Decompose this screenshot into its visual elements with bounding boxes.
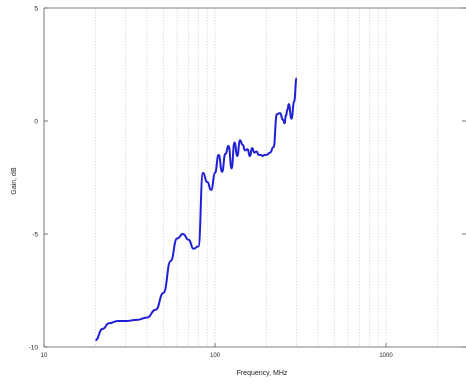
y-tick-label: -5 xyxy=(32,232,38,239)
x-tick-label: 1000 xyxy=(379,353,393,359)
y-tick-label: 0 xyxy=(34,119,38,126)
gain-series-line xyxy=(95,77,298,342)
x-tick-label: 10 xyxy=(41,353,48,359)
x-axis-label: Frequency, MHz xyxy=(237,370,288,377)
y-tick-label: 5 xyxy=(34,6,38,13)
series-layer xyxy=(95,77,298,342)
axis-layer xyxy=(43,7,466,348)
x-tick-label: 100 xyxy=(210,353,221,359)
tick-label-layer: -10 -5 0 5 10 100 1000 xyxy=(29,6,394,360)
y-axis-label: Gain, dB xyxy=(11,167,18,195)
y-tick-label: -10 xyxy=(29,345,39,352)
grid-layer xyxy=(95,8,438,347)
